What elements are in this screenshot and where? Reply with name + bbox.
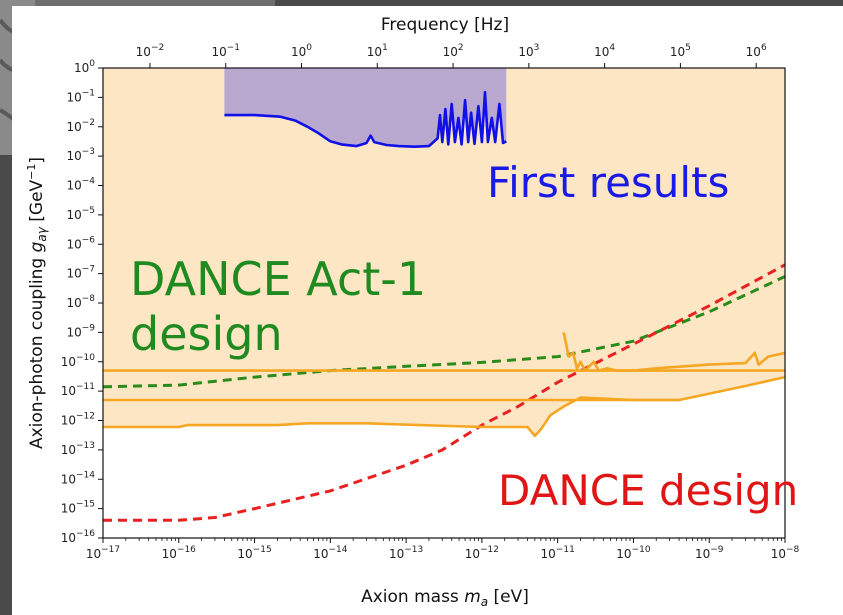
ticks-layer: 10−17 10−16 10−15 10−14 10−13 10−12 10−11 10−10…	[61, 43, 800, 561]
background-top-strip	[35, 0, 275, 8]
series-orange-bottom	[103, 396, 680, 438]
top-x-tick-label: 102	[443, 43, 464, 59]
y-tick-label: 10−10	[61, 353, 96, 369]
top-x-tick-label: 10−1	[211, 43, 240, 59]
y-tick-label: 10−3	[66, 147, 95, 163]
y-tick-label: 10−15	[61, 500, 95, 516]
y-tick-label: 10−6	[66, 235, 95, 251]
top-x-tick-label: 105	[670, 43, 691, 59]
x-axis-title-main: Axion mass	[361, 587, 464, 607]
x-axis-title-sub: a	[481, 595, 488, 609]
y-tick-label: 10−4	[66, 177, 95, 193]
annotation-first-results: First results	[487, 158, 729, 207]
annotation-dance: DANCE design	[498, 466, 798, 515]
annotation-act1-line1: DANCE Act-1	[130, 252, 426, 306]
x-tick-label: 10−14	[313, 545, 348, 561]
y-tick-label: 10−14	[61, 470, 96, 486]
x-tick-label: 10−8	[771, 545, 800, 561]
y-tick-label: 10−2	[66, 118, 95, 134]
top-axis-title: Frequency [Hz]	[381, 15, 509, 35]
y-tick-label: 10−1	[66, 88, 95, 104]
y-axis-title: Axion-photon coupling gaγ [GeV−1]	[25, 157, 49, 449]
y-axis-title-unit-open: [GeV	[27, 179, 47, 227]
x-tick-label: 10−10	[616, 545, 651, 561]
y-tick-label: 10−13	[61, 441, 95, 457]
x-tick-label: 10−15	[237, 545, 271, 561]
top-x-tick-label: 10−2	[136, 43, 165, 59]
y-tick-label: 10−5	[66, 206, 95, 222]
series-orange-mid	[103, 375, 785, 402]
y-axis-title-main: Axion-photon coupling	[27, 252, 47, 449]
y-axis-title-var: g	[27, 241, 47, 252]
x-tick-label: 10−9	[695, 545, 724, 561]
y-axis-title-sub: aγ	[35, 226, 49, 241]
x-axis-title-var: m	[464, 587, 481, 607]
top-x-tick-label: 100	[291, 43, 312, 59]
series-orange-wiggle	[562, 332, 785, 372]
y-axis-title-unit-exp: −1	[25, 164, 38, 180]
y-tick-label: 10−16	[61, 529, 96, 545]
series-dance-act1	[103, 275, 785, 389]
series-dance	[103, 263, 785, 522]
x-tick-label: 10−12	[465, 545, 499, 561]
top-x-tick-label: 101	[367, 43, 388, 59]
series-first-results	[224, 90, 507, 148]
annotation-act1-line2: design	[130, 307, 283, 361]
x-axis-title: Axion mass ma [eV]	[361, 587, 529, 609]
y-tick-label: 10−9	[66, 323, 95, 339]
y-axis-title-unit-close: ]	[27, 157, 47, 164]
x-tick-label: 10−11	[541, 545, 575, 561]
x-tick-label: 10−17	[86, 545, 120, 561]
series-layer	[103, 90, 785, 522]
y-tick-label: 10−8	[66, 294, 95, 310]
top-x-tick-label: 103	[518, 43, 539, 59]
x-tick-label: 10−16	[162, 545, 197, 561]
y-tick-label: 10−7	[66, 265, 95, 281]
region-first-results-window	[224, 68, 507, 147]
top-x-tick-label: 106	[746, 43, 767, 59]
y-tick-label: 100	[74, 59, 95, 75]
x-tick-label: 10−13	[389, 545, 423, 561]
y-tick-label: 10−12	[61, 412, 95, 428]
top-x-tick-label: 104	[594, 43, 615, 59]
y-tick-label: 10−11	[61, 382, 95, 398]
x-axis-title-unit: [eV]	[488, 587, 529, 607]
